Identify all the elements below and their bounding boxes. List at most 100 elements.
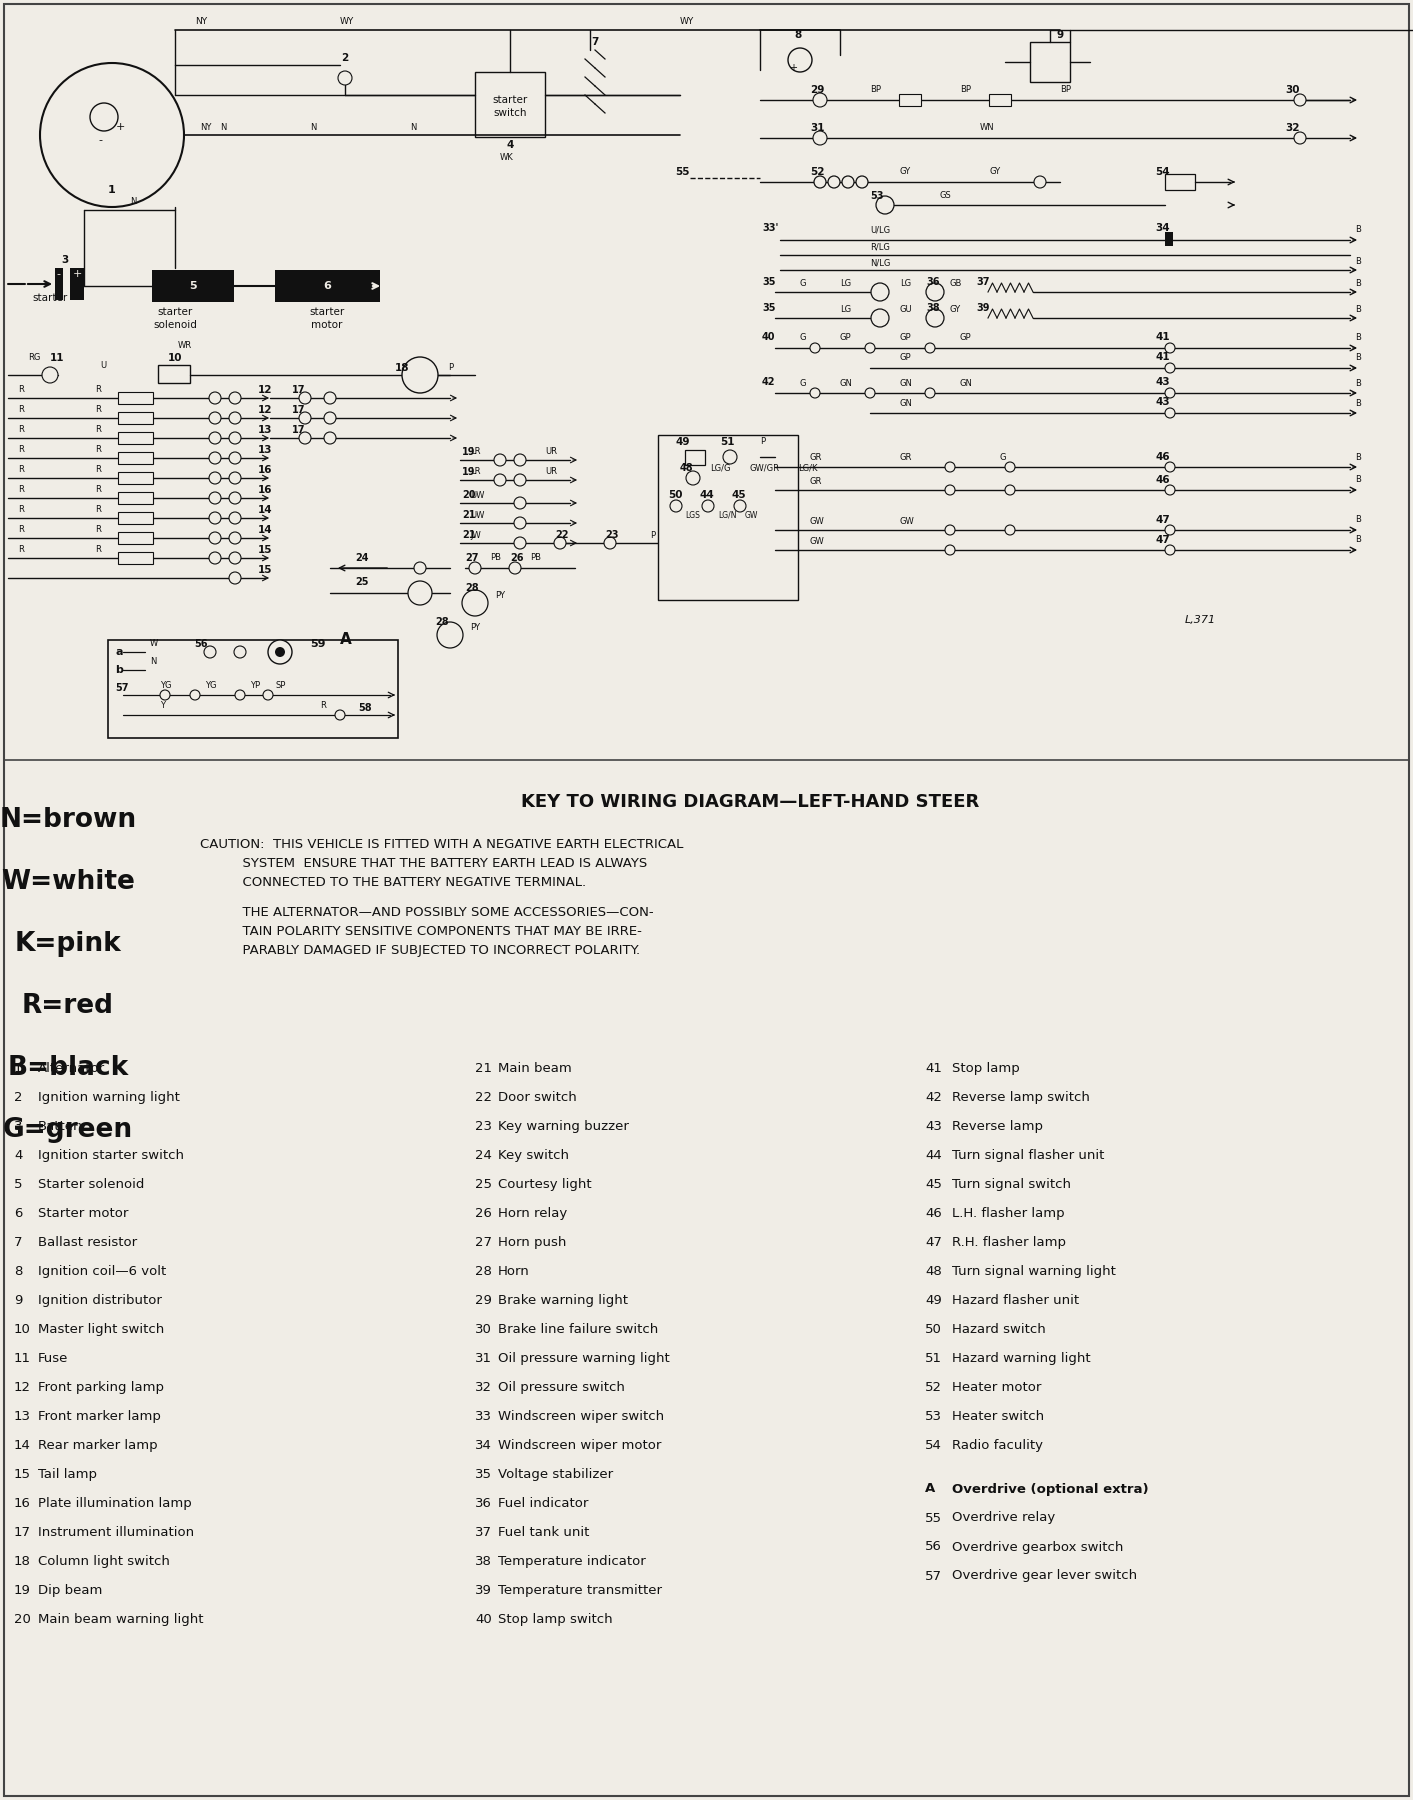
Text: 30: 30: [475, 1323, 492, 1336]
Text: 22: 22: [475, 1091, 492, 1103]
Text: R: R: [18, 446, 24, 454]
Text: GW/GR: GW/GR: [750, 463, 780, 472]
Circle shape: [338, 70, 352, 85]
Text: B: B: [1355, 536, 1361, 544]
Text: 59: 59: [309, 639, 325, 650]
Text: 13: 13: [14, 1409, 31, 1424]
Text: 49: 49: [926, 1294, 941, 1307]
Text: 18: 18: [396, 364, 410, 373]
Text: 11: 11: [49, 353, 65, 364]
Text: GP: GP: [959, 333, 972, 342]
Circle shape: [856, 176, 868, 187]
Text: UR: UR: [545, 448, 557, 457]
Text: 9: 9: [1057, 31, 1064, 40]
Text: N: N: [220, 122, 226, 131]
Text: B: B: [1355, 257, 1361, 266]
Text: 57: 57: [926, 1570, 942, 1582]
Text: TAIN POLARITY SENSITIVE COMPONENTS THAT MAY BE IRRE-: TAIN POLARITY SENSITIVE COMPONENTS THAT …: [201, 925, 642, 938]
Text: 7: 7: [591, 38, 599, 47]
Text: Oil pressure switch: Oil pressure switch: [497, 1381, 625, 1393]
Text: LG/G: LG/G: [709, 463, 731, 472]
Text: 16: 16: [14, 1498, 31, 1510]
Text: 38: 38: [475, 1555, 492, 1568]
Text: Plate illumination lamp: Plate illumination lamp: [38, 1498, 192, 1510]
Text: 22: 22: [555, 529, 568, 540]
Circle shape: [268, 641, 292, 664]
Text: 16: 16: [259, 484, 273, 495]
Text: R: R: [18, 486, 24, 495]
Text: Radio faculity: Radio faculity: [952, 1438, 1043, 1453]
Text: P: P: [760, 437, 764, 446]
Circle shape: [1164, 409, 1176, 418]
Text: GW: GW: [810, 517, 825, 526]
Text: Courtesy light: Courtesy light: [497, 1177, 592, 1192]
Text: R: R: [95, 446, 100, 454]
Text: 55: 55: [675, 167, 690, 176]
Text: L.H. flasher lamp: L.H. flasher lamp: [952, 1208, 1064, 1220]
Text: Turn signal flasher unit: Turn signal flasher unit: [952, 1148, 1105, 1163]
Circle shape: [300, 412, 311, 425]
Text: B: B: [1355, 475, 1361, 484]
Text: 8: 8: [794, 31, 801, 40]
Text: 46: 46: [1154, 452, 1170, 463]
Circle shape: [1164, 364, 1176, 373]
Circle shape: [209, 533, 220, 544]
Circle shape: [189, 689, 201, 700]
Text: Y: Y: [160, 702, 165, 711]
Text: 30: 30: [1284, 85, 1300, 95]
Bar: [119, 533, 153, 544]
Bar: [119, 412, 153, 425]
Text: PB: PB: [490, 554, 502, 562]
Bar: [119, 553, 153, 563]
Circle shape: [814, 176, 827, 187]
Text: PB: PB: [530, 554, 541, 562]
Circle shape: [1164, 484, 1176, 495]
Circle shape: [926, 389, 935, 398]
Text: GY: GY: [900, 167, 911, 176]
Text: Reverse lamp switch: Reverse lamp switch: [952, 1091, 1089, 1103]
Text: Starter motor: Starter motor: [38, 1208, 129, 1220]
Text: 42: 42: [926, 1091, 942, 1103]
Text: 31: 31: [475, 1352, 492, 1364]
Circle shape: [90, 103, 119, 131]
Bar: [658, 436, 798, 599]
Text: U: U: [100, 362, 106, 371]
Circle shape: [160, 689, 170, 700]
Text: Brake warning light: Brake warning light: [497, 1294, 627, 1307]
Text: R: R: [319, 702, 326, 711]
Circle shape: [876, 196, 894, 214]
Circle shape: [209, 553, 220, 563]
Text: NY: NY: [195, 18, 208, 27]
Text: GR: GR: [900, 454, 913, 463]
Text: 45: 45: [926, 1177, 942, 1192]
Circle shape: [408, 581, 432, 605]
Text: Ignition coil—6 volt: Ignition coil—6 volt: [38, 1265, 167, 1278]
Text: CAUTION:  THIS VEHICLE IS FITTED WITH A NEGATIVE EARTH ELECTRICAL: CAUTION: THIS VEHICLE IS FITTED WITH A N…: [201, 839, 684, 851]
Text: 39: 39: [976, 302, 989, 313]
Circle shape: [229, 412, 242, 425]
Text: 15: 15: [259, 545, 273, 554]
Text: SP: SP: [276, 682, 285, 691]
Text: 7: 7: [14, 1237, 23, 1249]
Text: Instrument illumination: Instrument illumination: [38, 1526, 194, 1539]
Text: 35: 35: [762, 277, 776, 286]
Text: N: N: [150, 657, 157, 666]
Text: UW: UW: [471, 511, 485, 520]
Text: G: G: [800, 378, 807, 387]
Text: THE ALTERNATOR—AND POSSIBLY SOME ACCESSORIES—CON-: THE ALTERNATOR—AND POSSIBLY SOME ACCESSO…: [201, 907, 654, 920]
Text: 4: 4: [506, 140, 514, 149]
Text: 11: 11: [14, 1352, 31, 1364]
Text: GN: GN: [900, 378, 913, 387]
Text: 50: 50: [926, 1323, 942, 1336]
Text: starter: starter: [32, 293, 68, 302]
Text: 2: 2: [14, 1091, 23, 1103]
Text: solenoid: solenoid: [153, 320, 196, 329]
Circle shape: [1034, 176, 1046, 187]
Bar: [899, 94, 921, 106]
Circle shape: [945, 526, 955, 535]
Bar: [276, 270, 380, 302]
Text: BP: BP: [1060, 85, 1071, 94]
Circle shape: [203, 646, 216, 659]
Text: 19: 19: [462, 446, 476, 457]
Text: B: B: [1355, 279, 1361, 288]
